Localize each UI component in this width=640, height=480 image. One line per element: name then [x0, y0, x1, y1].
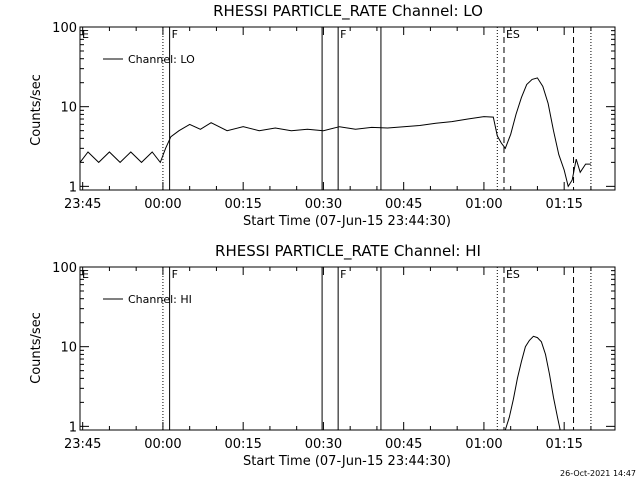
y-tick-label: 100: [52, 261, 77, 276]
hi-panel: RHESSI PARTICLE_RATE Channel: HI 110100 …: [29, 242, 616, 469]
x-tick-label: 23:45: [64, 197, 101, 212]
event-marker-label: F: [340, 268, 346, 281]
event-markers: E F F ES: [82, 27, 592, 190]
plot-frame: [79, 26, 616, 191]
x-tick-label: 00:45: [385, 437, 422, 452]
y-tick-label: 1: [69, 420, 77, 435]
x-tick-label: 01:00: [465, 197, 502, 212]
x-tick-label: 00:15: [224, 197, 261, 212]
x-axis-label: Start Time (07-Jun-15 23:44:30): [243, 454, 451, 469]
lo-panel: RHESSI PARTICLE_RATE Channel: LO 110100 …: [29, 2, 616, 229]
x-tick-label: 01:00: [465, 437, 502, 452]
legend: Channel: HI: [103, 293, 192, 306]
event-markers: E F F ES: [82, 267, 592, 430]
y-tick-label: 10: [60, 341, 77, 356]
event-marker-label: E: [82, 268, 89, 281]
y-axis: 1 10 100: [52, 261, 615, 435]
y-tick-label: 10: [60, 101, 77, 116]
y-tick-label: 1: [69, 180, 77, 195]
x-axis: 23:45 00:00 00:15 00:30 00:45 01:00 01:15: [64, 267, 592, 452]
event-marker-label: ES: [506, 28, 520, 41]
legend-label: Channel: HI: [128, 293, 192, 306]
event-marker-label: ES: [506, 268, 520, 281]
plot-frame: [79, 266, 616, 431]
x-tick-label: 00:00: [144, 197, 181, 212]
chart-title: RHESSI PARTICLE_RATE Channel: HI: [215, 242, 481, 261]
x-tick-label: 01:15: [545, 197, 582, 212]
chart-title: RHESSI PARTICLE_RATE Channel: LO: [213, 2, 483, 21]
x-tick-label: 00:30: [305, 197, 342, 212]
legend-label: Channel: LO: [128, 53, 195, 66]
event-marker-label: F: [172, 28, 178, 41]
x-tick-label: 00:00: [144, 437, 181, 452]
y-axis-label: Counts/sec: [29, 312, 44, 384]
x-tick-label: 00:45: [385, 197, 422, 212]
x-axis-label: Start Time (07-Jun-15 23:44:30): [243, 214, 451, 229]
footer-timestamp: 26-Oct-2021 14:47: [560, 469, 636, 478]
y-axis: 1 10 100: [52, 21, 615, 195]
y-axis-label: Counts/sec: [29, 74, 44, 146]
event-marker-label: F: [340, 28, 346, 41]
series-line-lo: [79, 77, 591, 188]
x-axis: 23:45 00:00 00:15 00:30 00:45 01:00 01:15: [64, 27, 592, 212]
x-tick-label: 00:15: [224, 437, 261, 452]
legend: Channel: LO: [103, 53, 195, 66]
y-tick-label: 100: [52, 21, 77, 36]
x-tick-label: 00:30: [305, 437, 342, 452]
event-marker-label: F: [172, 268, 178, 281]
x-tick-label: 23:45: [64, 437, 101, 452]
event-marker-label: E: [82, 28, 89, 41]
x-tick-label: 01:15: [545, 437, 582, 452]
series-line-hi: [504, 335, 561, 431]
